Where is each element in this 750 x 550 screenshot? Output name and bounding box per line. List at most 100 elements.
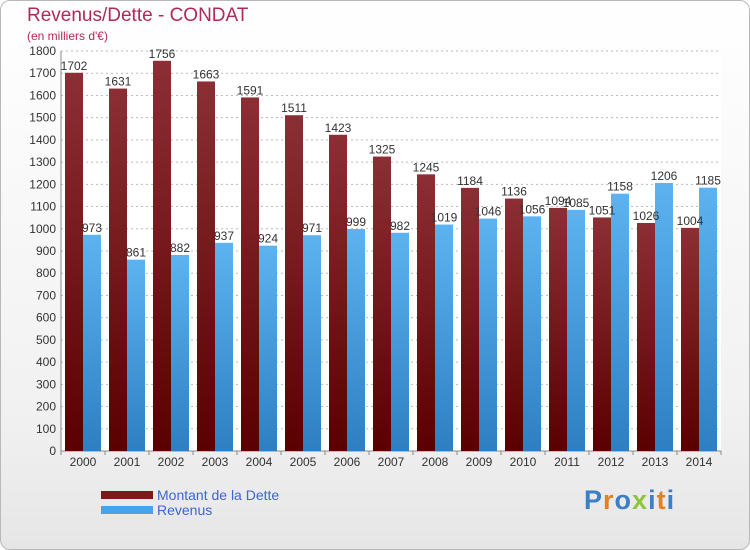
logo-letter: P: [584, 485, 604, 515]
data-label: 1051: [589, 203, 616, 217]
data-label: 924: [258, 232, 278, 246]
y-tick-label: 1300: [29, 155, 56, 169]
data-label: 1245: [413, 160, 440, 174]
data-label: 1158: [607, 180, 633, 194]
revenus-bar: [699, 187, 717, 451]
x-tick-label: 2003: [202, 455, 229, 469]
x-tick-label: 2014: [686, 455, 713, 469]
y-tick-label: 1700: [29, 66, 56, 80]
x-tick-label: 2009: [466, 455, 493, 469]
y-tick-label: 1100: [30, 200, 56, 214]
dette-bar: [417, 174, 435, 452]
revenus-bar: [303, 235, 321, 451]
revenus-bar: [479, 218, 497, 451]
dette-bar: [373, 156, 391, 452]
data-label: 1325: [369, 143, 396, 157]
x-tick-label: 2008: [422, 455, 449, 469]
chart-subtitle: (en milliers d'€): [27, 29, 108, 43]
x-tick-label: 2010: [510, 455, 537, 469]
logo-letter: i: [648, 485, 657, 515]
x-tick-label: 2002: [158, 455, 185, 469]
data-label: 1702: [61, 59, 88, 73]
logo-letter: x: [632, 485, 649, 515]
x-tick-label: 2011: [554, 455, 580, 469]
data-label: 1756: [149, 47, 176, 61]
y-tick-label: 900: [36, 244, 56, 258]
x-tick-label: 2012: [598, 455, 625, 469]
data-label: 1423: [325, 121, 352, 135]
data-label: 1184: [457, 174, 483, 188]
dette-bar: [153, 60, 171, 452]
revenus-bar: [259, 245, 277, 451]
data-label: 1085: [563, 196, 590, 210]
data-label: 1663: [193, 67, 220, 81]
dette-bar: [65, 72, 83, 452]
y-tick-label: 1600: [29, 88, 56, 102]
logo-letter: t: [656, 485, 667, 515]
dette-bar: [109, 88, 127, 452]
y-tick-label: 1200: [29, 177, 56, 191]
dette-bar: [505, 198, 523, 451]
revenus-bar: [391, 232, 409, 451]
logo-letter: r: [603, 485, 615, 515]
data-label: 1511: [281, 101, 307, 115]
dette-bar: [593, 217, 611, 451]
revenus-bar: [127, 259, 145, 451]
dette-bar: [461, 187, 479, 451]
dette-bar: [285, 115, 303, 451]
x-tick-label: 2001: [114, 455, 141, 469]
dette-bar: [637, 223, 655, 451]
data-label: 1094: [545, 194, 572, 208]
data-label: 1591: [237, 83, 264, 97]
revenus-bar: [171, 255, 189, 451]
proxiti-logo: Proxiti: [584, 485, 675, 516]
revenus-bar: [611, 193, 629, 451]
dette-bar: [549, 207, 567, 451]
revenus-bar: [523, 216, 541, 451]
y-tick-label: 0: [49, 444, 56, 458]
y-tick-label: 1400: [29, 133, 56, 147]
y-tick-label: 200: [36, 400, 56, 414]
y-tick-label: 100: [36, 422, 56, 436]
y-tick-label: 1500: [29, 111, 56, 125]
legend-swatch-dette: [101, 491, 153, 499]
x-tick-label: 2013: [642, 455, 669, 469]
data-label: 973: [82, 221, 102, 235]
y-tick-label: 600: [36, 311, 56, 325]
data-label: 999: [346, 215, 366, 229]
y-tick-label: 1000: [29, 222, 56, 236]
data-label: 1206: [651, 169, 678, 183]
x-tick-label: 2005: [290, 455, 317, 469]
x-tick-label: 2000: [70, 455, 97, 469]
y-tick-label: 300: [36, 377, 56, 391]
revenus-bar: [347, 229, 365, 451]
data-label: 1019: [431, 211, 458, 225]
x-tick-label: 2006: [334, 455, 361, 469]
x-tick-label: 2007: [378, 455, 405, 469]
data-label: 861: [126, 246, 146, 260]
revenus-bar: [567, 209, 585, 451]
data-label: 1004: [677, 214, 704, 228]
legend-label-dette: Montant de la Dette: [157, 487, 280, 503]
revenus-bar: [655, 183, 673, 451]
dette-bar: [329, 134, 347, 451]
data-label: 1185: [695, 174, 721, 188]
logo-letter: i: [666, 485, 676, 515]
y-tick-label: 800: [36, 266, 56, 280]
dette-bar: [241, 97, 259, 451]
data-label: 882: [170, 241, 190, 255]
data-label: 937: [214, 229, 234, 243]
logo-letter: o: [614, 485, 633, 515]
y-tick-label: 700: [36, 288, 56, 302]
data-label: 971: [302, 221, 322, 235]
data-label: 1056: [519, 202, 546, 216]
data-label: 982: [390, 219, 410, 233]
revenus-bar: [83, 234, 101, 451]
y-tick-label: 1800: [29, 44, 56, 58]
dette-bar: [681, 227, 699, 451]
dette-bar: [197, 81, 215, 451]
data-label: 1136: [501, 185, 527, 199]
chart-title: Revenus/Dette - CONDAT: [27, 5, 249, 26]
